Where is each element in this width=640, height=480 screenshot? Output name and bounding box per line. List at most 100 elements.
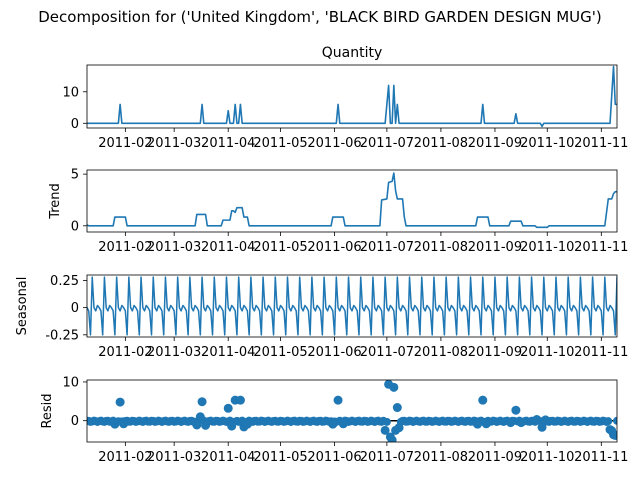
seasonal-xtick-label: 2011-04 [201, 345, 255, 360]
observed-xtick-label: 2011-08 [414, 136, 468, 151]
trend-xtick-label: 2011-10 [520, 240, 574, 255]
resid-point [506, 418, 516, 428]
figure-suptitle: Decomposition for ('United Kingdom', 'BL… [38, 8, 602, 26]
seasonal-xtick-label: 2011-08 [414, 345, 468, 360]
trend-xtick-label: 2011-07 [360, 240, 414, 255]
observed-xtick-label: 2011-06 [307, 136, 361, 151]
resid-plot-area [87, 380, 617, 442]
seasonal-xtick-label: 2011-07 [360, 345, 414, 360]
resid-point [392, 403, 402, 413]
resid-point [333, 395, 343, 405]
seasonal-xtick-label: 2011-09 [468, 345, 522, 360]
observed-xtick-label: 2011-02 [98, 136, 152, 151]
resid-point [604, 417, 613, 426]
seasonal-xtick-label: 2011-02 [98, 345, 152, 360]
seasonal-xtick-label: 2011-03 [147, 345, 201, 360]
trend-xtick-label: 2011-06 [307, 240, 361, 255]
resid-point [192, 420, 202, 430]
resid-xtick-label: 2011-10 [520, 450, 574, 465]
resid-point [201, 420, 211, 430]
trend-xtick-label: 2011-08 [414, 240, 468, 255]
resid-point [115, 397, 125, 407]
resid-xtick-label: 2011-07 [360, 450, 414, 465]
observed-xtick-label: 2011-09 [468, 136, 522, 151]
observed-xtick-label: 2011-10 [520, 136, 574, 151]
seasonal-ytick-label: 0 [71, 301, 79, 316]
seasonal-xtick-label: 2011-06 [307, 345, 361, 360]
resid-xtick-label: 2011-09 [468, 450, 522, 465]
observed-series-line [87, 65, 617, 128]
resid-xtick-label: 2011-08 [414, 450, 468, 465]
trend-series-line [87, 172, 617, 229]
resid-point [511, 405, 521, 415]
trend-ytick-label: 5 [71, 168, 79, 183]
resid-ytick-label: 10 [62, 375, 79, 390]
trend-xtick-label: 2011-02 [98, 240, 152, 255]
seasonal-series-line [87, 276, 617, 336]
observed-xtick-label: 2011-05 [253, 136, 307, 151]
resid-point [387, 435, 397, 442]
trend-ytick-label: 0 [71, 219, 79, 234]
resid-ytick-label: 0 [71, 414, 79, 429]
resid-point [195, 412, 205, 422]
observed-ytick-label: 10 [62, 85, 79, 100]
trend-xtick-label: 2011-09 [468, 240, 522, 255]
resid-point [478, 395, 488, 405]
seasonal-ytick-label: -0.25 [45, 328, 79, 343]
seasonal-axes-frame [86, 274, 618, 338]
trend-xtick-label: 2011-11 [574, 240, 628, 255]
observed-axes-frame [86, 64, 618, 129]
seasonal-plot-area [87, 276, 617, 336]
resid-point [197, 397, 207, 407]
seasonal-xtick-label: 2011-05 [253, 345, 307, 360]
resid-point [389, 382, 399, 392]
resid-axes-frame [86, 379, 618, 443]
resid-point [481, 419, 491, 429]
resid-point [532, 415, 542, 425]
resid-ylabel: Resid [40, 393, 55, 428]
resid-point [541, 415, 551, 425]
trend-xtick-label: 2011-03 [147, 240, 201, 255]
resid-xtick-label: 2011-06 [307, 450, 361, 465]
resid-point [119, 419, 129, 429]
observed-xtick-label: 2011-07 [360, 136, 414, 151]
trend-xtick-label: 2011-04 [201, 240, 255, 255]
trend-plot-area [87, 172, 617, 229]
trend-xtick-label: 2011-05 [253, 240, 307, 255]
resid-xtick-label: 2011-03 [147, 450, 201, 465]
resid-xtick-label: 2011-11 [574, 450, 628, 465]
observed-ytick-label: 0 [71, 117, 79, 132]
resid-point [227, 421, 237, 431]
trend-axes-frame [86, 169, 618, 233]
seasonal-xtick-label: 2011-11 [574, 345, 628, 360]
resid-point [338, 419, 348, 429]
resid-point [223, 403, 233, 413]
resid-point [537, 422, 547, 432]
resid-point [235, 395, 245, 405]
seasonal-xtick-label: 2011-10 [520, 345, 574, 360]
resid-xtick-label: 2011-02 [98, 450, 152, 465]
resid-point [613, 416, 617, 425]
resid-point [328, 419, 338, 429]
resid-xtick-label: 2011-05 [253, 450, 307, 465]
trend-ylabel: Trend [48, 183, 63, 220]
observed-xtick-label: 2011-03 [147, 136, 201, 151]
seasonal-ytick-label: 0.25 [50, 274, 79, 289]
resid-point [242, 419, 252, 429]
resid-point [516, 418, 526, 428]
resid-point [473, 419, 483, 429]
resid-xtick-label: 2011-04 [201, 450, 255, 465]
seasonal-ylabel: Seasonal [15, 277, 30, 336]
resid-point [380, 425, 390, 435]
observed-title: Quantity [322, 45, 383, 61]
resid-point [610, 430, 617, 440]
resid-point [110, 419, 120, 429]
observed-xtick-label: 2011-11 [574, 136, 628, 151]
observed-xtick-label: 2011-04 [201, 136, 255, 151]
observed-plot-area [87, 65, 617, 128]
